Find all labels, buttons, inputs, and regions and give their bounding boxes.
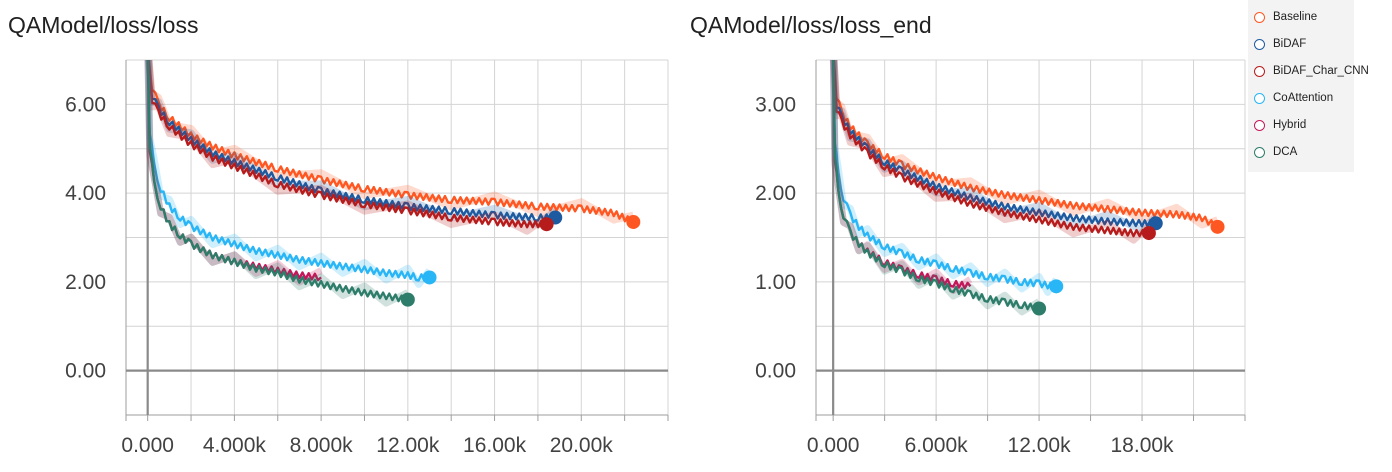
x-tick-label: 0.000 bbox=[807, 434, 860, 457]
legend-swatch-bidaf bbox=[1254, 38, 1265, 50]
y-tick-label: 4.00 bbox=[65, 182, 106, 205]
y-tick-label: 2.00 bbox=[755, 182, 796, 205]
legend-swatch-coattention bbox=[1254, 92, 1265, 104]
x-tick-label: 6.000k bbox=[905, 434, 969, 457]
series-line-baseline bbox=[147, 60, 634, 225]
x-tick-label: 8.000k bbox=[290, 434, 354, 457]
x-tick-label: 16.00k bbox=[463, 434, 527, 457]
chart-panel-loss: QAModel/loss/loss 0.000 4.000k 8.000k 12.00… bbox=[0, 0, 680, 472]
x-tick-label: 12.00k bbox=[1008, 434, 1072, 457]
series-line-baseline bbox=[832, 60, 1218, 230]
legend: Baseline BiDAF BiDAF_Char_CNN CoAttentio… bbox=[1248, 0, 1369, 172]
series-line-bidaf-char-cnn bbox=[147, 60, 548, 229]
y-tick-label: 0.00 bbox=[65, 360, 106, 383]
legend-label: BiDAF_Char_CNN bbox=[1273, 65, 1369, 77]
plot-area bbox=[144, 60, 635, 307]
y-tick-label: 2.00 bbox=[65, 271, 106, 294]
chart-title: QAModel/loss/loss bbox=[8, 12, 199, 38]
series-end-point-dca bbox=[400, 292, 415, 307]
series-end-point-coattention bbox=[1049, 279, 1064, 294]
series-end-point-dca bbox=[1032, 301, 1047, 316]
legend-swatch-dca bbox=[1254, 146, 1265, 158]
series-end-point-bidaf-char-cnn bbox=[1141, 226, 1156, 241]
chart-loss-svg: 0.000 4.000k 8.000k 12.00k 16.00k 20.00k 0.00 2… bbox=[65, 59, 669, 457]
legend-item-hybrid[interactable]: Hybrid bbox=[1254, 115, 1306, 135]
series-band-coattention bbox=[829, 60, 1060, 296]
plot-area bbox=[829, 60, 1219, 316]
series-end-point-bidaf-char-cnn bbox=[539, 217, 554, 232]
y-tick-label: 0.00 bbox=[755, 360, 796, 383]
series-line-coattention bbox=[832, 60, 1058, 291]
legend-item-bidaf[interactable]: BiDAF bbox=[1254, 34, 1306, 54]
series-band-coattention bbox=[144, 60, 433, 288]
x-tick-label: 0.000 bbox=[121, 434, 174, 457]
x-tick-label: 20.00k bbox=[550, 434, 614, 457]
legend-swatch-hybrid bbox=[1254, 119, 1265, 131]
series-line-dca bbox=[832, 60, 1041, 312]
series-line-bidaf bbox=[147, 60, 557, 222]
grid bbox=[126, 59, 669, 416]
chart-title: QAModel/loss/loss_end bbox=[690, 12, 932, 38]
series-line-bidaf-char-cnn bbox=[832, 60, 1150, 238]
series-line-bidaf bbox=[832, 60, 1157, 228]
legend-item-baseline[interactable]: Baseline bbox=[1254, 7, 1317, 27]
x-tick-label: 12.00k bbox=[376, 434, 440, 457]
legend-label: Baseline bbox=[1273, 11, 1318, 23]
series-end-point-baseline bbox=[626, 214, 641, 229]
series-line-coattention bbox=[146, 60, 431, 282]
chart-loss-end-svg: 0.000 6.000k 12.00k 18.00k 0.00 1.00 2.00 3.00 bbox=[755, 59, 1246, 457]
legend-item-coattention[interactable]: CoAttention bbox=[1254, 88, 1333, 108]
legend-label: BiDAF bbox=[1273, 38, 1307, 50]
x-tick-label: 18.00k bbox=[1111, 434, 1175, 457]
series-end-point-bidaf bbox=[1148, 216, 1163, 231]
legend-item-bidaf-char-cnn[interactable]: BiDAF_Char_CNN bbox=[1254, 61, 1369, 81]
legend-swatch-baseline bbox=[1254, 11, 1265, 23]
y-tick-label: 3.00 bbox=[755, 93, 796, 116]
grid bbox=[816, 59, 1246, 416]
series-end-point-baseline bbox=[1210, 219, 1225, 234]
legend-label: CoAttention bbox=[1273, 92, 1334, 104]
y-tick-label: 6.00 bbox=[65, 93, 106, 116]
legend-item-dca[interactable]: DCA bbox=[1254, 142, 1297, 162]
series-line-dca bbox=[146, 60, 409, 304]
legend-label: DCA bbox=[1273, 146, 1298, 158]
legend-label: Hybrid bbox=[1273, 119, 1307, 131]
x-tick-label: 4.000k bbox=[203, 434, 267, 457]
legend-swatch-bidaf-char-cnn bbox=[1254, 65, 1265, 77]
y-tick-label: 1.00 bbox=[755, 271, 796, 294]
chart-panel-loss-end: QAModel/loss/loss_end 0.000 6.000k 12.00k 1… bbox=[690, 0, 1250, 472]
series-end-point-coattention bbox=[422, 270, 437, 285]
